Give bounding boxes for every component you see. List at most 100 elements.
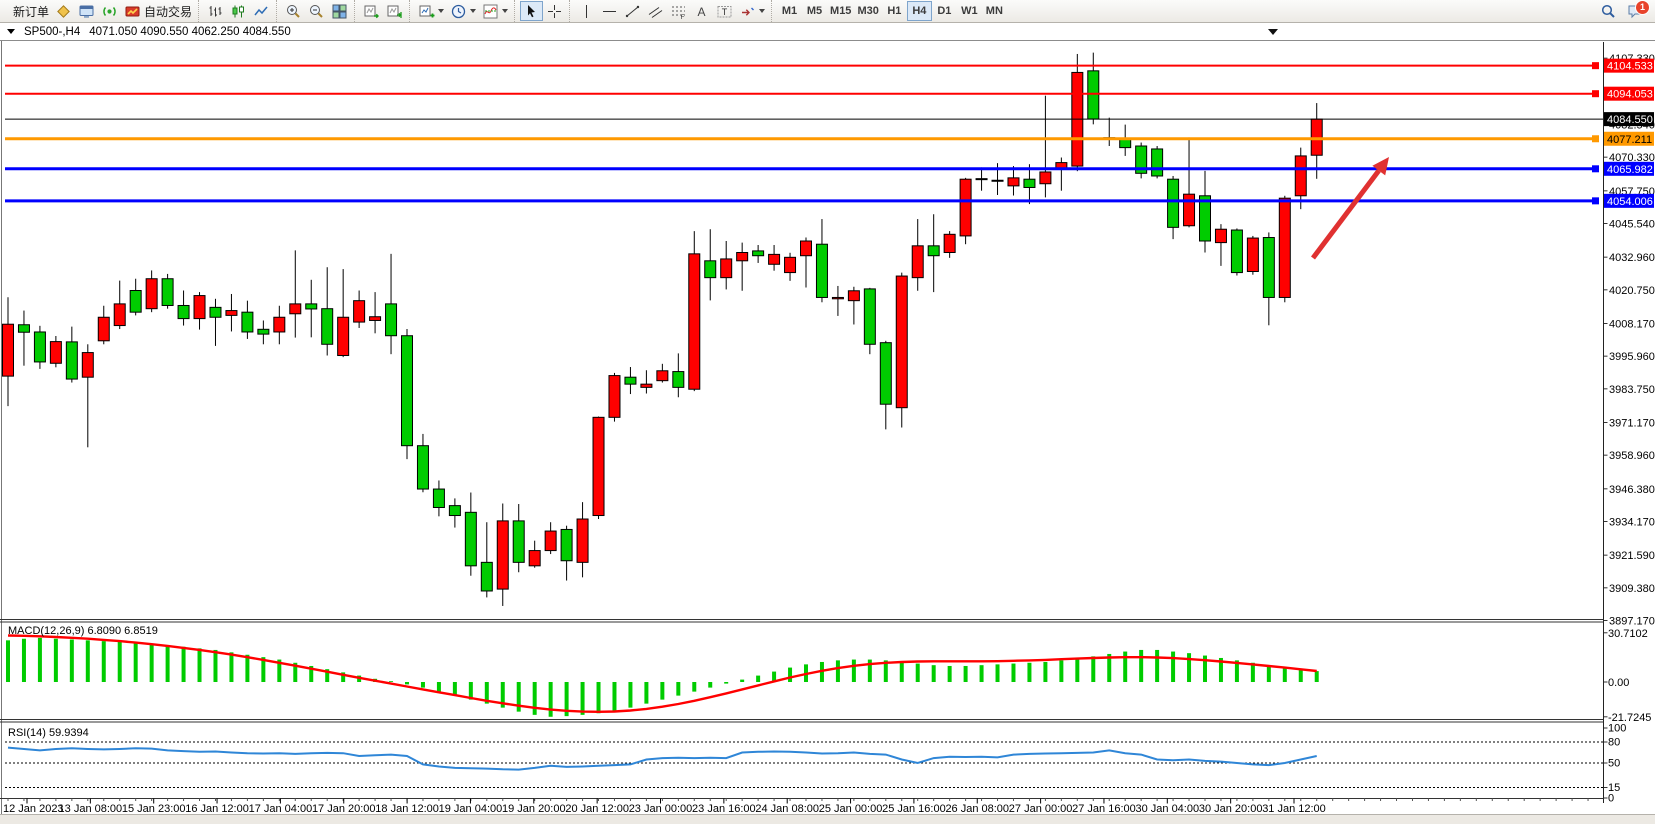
channel-icon: [647, 3, 664, 20]
auto-trading-button-label: 自动交易: [144, 4, 193, 19]
svg-text:T: T: [722, 7, 728, 17]
vertical-line-button[interactable]: [575, 1, 598, 21]
search-icon: [1600, 3, 1617, 20]
svg-text:23 Jan 16:00: 23 Jan 16:00: [692, 803, 756, 815]
auto-scroll-icon: [363, 3, 380, 20]
chat-button[interactable]: 1: [1624, 0, 1650, 21]
line-chart-button[interactable]: [250, 1, 273, 21]
timeframe-w1-button[interactable]: W1: [961, 5, 978, 17]
main-toolbar: 新订单 自动交易 F A T M1 M5 M15 M30 H1 H4 D1 W1 MN 1: [0, 0, 1655, 23]
text-a-icon: A: [693, 3, 710, 20]
svg-text:0: 0: [1608, 793, 1614, 805]
ohlc-toggle-icon[interactable]: [7, 29, 15, 34]
chart-shift-button[interactable]: [383, 1, 406, 21]
svg-text:F: F: [681, 14, 685, 20]
macd-axis: 30.7102 0.00 -21.7245: [1603, 628, 1651, 724]
chart-ohlc-values: 4071.050 4090.550 4062.250 4084.550: [89, 25, 291, 38]
channel-button[interactable]: [644, 1, 667, 21]
zoom-out-button[interactable]: [305, 1, 328, 21]
search-button[interactable]: [1597, 1, 1620, 21]
hline-icon: [601, 3, 618, 20]
cursor-icon: [523, 3, 540, 20]
timeframe-h1-button[interactable]: H1: [887, 5, 902, 17]
candles-chart-icon: [230, 3, 247, 20]
rsi-level-lines: [5, 741, 1604, 788]
timeframe-mn-button[interactable]: MN: [985, 5, 1003, 17]
indicators-button[interactable]: [479, 1, 511, 21]
svg-text:A: A: [698, 5, 706, 19]
new-order-button[interactable]: 新订单: [7, 1, 52, 21]
price-line-4065.982[interactable]: 4065.982: [5, 161, 1654, 176]
timeframe-h4-button[interactable]: H4: [906, 1, 932, 21]
timeframe-m30-button[interactable]: M30: [857, 5, 879, 17]
notification-badge: 1: [1635, 0, 1650, 15]
new-chart-button[interactable]: [415, 1, 447, 21]
shapes-icon: [739, 3, 756, 20]
tile-windows-button[interactable]: [328, 1, 351, 21]
candle-chart-button[interactable]: [227, 1, 250, 21]
svg-text:30.7102: 30.7102: [1608, 628, 1648, 640]
dropdown-caret-icon: [502, 9, 509, 13]
signals-button[interactable]: [98, 1, 121, 21]
svg-text:4094.053: 4094.053: [1607, 89, 1653, 101]
svg-text:50: 50: [1608, 758, 1620, 770]
new-order-button-label: 新订单: [13, 4, 50, 19]
price-line-4084.550[interactable]: 4084.550: [5, 112, 1654, 127]
zoom-in-button[interactable]: [282, 1, 305, 21]
auto-scroll-button[interactable]: [360, 1, 383, 21]
text-button[interactable]: A: [690, 1, 713, 21]
periods-button[interactable]: [447, 1, 479, 21]
cursor-button[interactable]: [520, 1, 544, 21]
crosshair-button[interactable]: [543, 1, 566, 21]
new-chart-icon: [418, 3, 435, 20]
svg-text:4104.533: 4104.533: [1607, 61, 1653, 73]
svg-text:3934.170: 3934.170: [1609, 516, 1655, 528]
svg-text:31 Jan 12:00: 31 Jan 12:00: [1262, 803, 1326, 815]
price-line-4054.006[interactable]: 4054.006: [5, 193, 1654, 208]
trend-arrow[interactable]: [1311, 157, 1389, 260]
trendline-button[interactable]: [621, 1, 644, 21]
dropdown-caret-icon: [438, 9, 445, 13]
zoom-in-icon: [285, 3, 302, 20]
chart-shift-marker: [1268, 29, 1278, 35]
timeframe-m15-button[interactable]: M15: [830, 5, 852, 17]
svg-text:-21.7245: -21.7245: [1608, 712, 1651, 724]
candlestick-series: [2, 52, 1323, 606]
svg-text:18 Jan 12:00: 18 Jan 12:00: [375, 803, 439, 815]
fibo-icon: F: [670, 3, 687, 20]
chart-symbol-period: SP500-,H4: [24, 25, 81, 38]
timeframe-d1-button[interactable]: D1: [937, 5, 952, 17]
indicators-icon: [482, 3, 499, 20]
horizontal-line-button[interactable]: [598, 1, 621, 21]
svg-text:30 Jan 20:00: 30 Jan 20:00: [1199, 803, 1263, 815]
label-button[interactable]: T: [713, 1, 736, 21]
timeframe-m1-button[interactable]: M1: [781, 5, 798, 17]
macd-indicator-label: MACD(12,26,9) 6.8090 6.8519: [8, 625, 158, 637]
bar-chart-button[interactable]: [204, 1, 227, 21]
price-tag: [1604, 131, 1654, 146]
svg-text:19 Jan 04:00: 19 Jan 04:00: [439, 803, 503, 815]
svg-text:25 Jan 16:00: 25 Jan 16:00: [882, 803, 946, 815]
price-line-4104.533[interactable]: 4104.533: [5, 58, 1654, 73]
gold-diamond-icon: [55, 3, 72, 20]
price-line-4094.053[interactable]: 4094.053: [5, 86, 1654, 101]
terminal-button[interactable]: [75, 1, 98, 21]
timeframe-m5-button[interactable]: M5: [806, 5, 823, 17]
price-tag: [1604, 58, 1654, 73]
fibonacci-button[interactable]: F: [667, 1, 690, 21]
tile-windows-icon: [331, 3, 348, 20]
price-tag: [1604, 86, 1654, 101]
svg-text:15: 15: [1608, 782, 1620, 794]
svg-text:4054.006: 4054.006: [1607, 196, 1653, 208]
symbols-button[interactable]: [52, 1, 75, 21]
svg-text:3921.590: 3921.590: [1609, 550, 1655, 562]
svg-text:27 Jan 00:00: 27 Jan 00:00: [1009, 803, 1073, 815]
price-line-4077.211[interactable]: 4077.211: [5, 131, 1654, 146]
autotrade-icon: [124, 3, 141, 20]
arrows-button[interactable]: [736, 1, 768, 21]
auto-trading-button[interactable]: 自动交易: [121, 1, 195, 21]
price-tag: [1604, 112, 1654, 127]
